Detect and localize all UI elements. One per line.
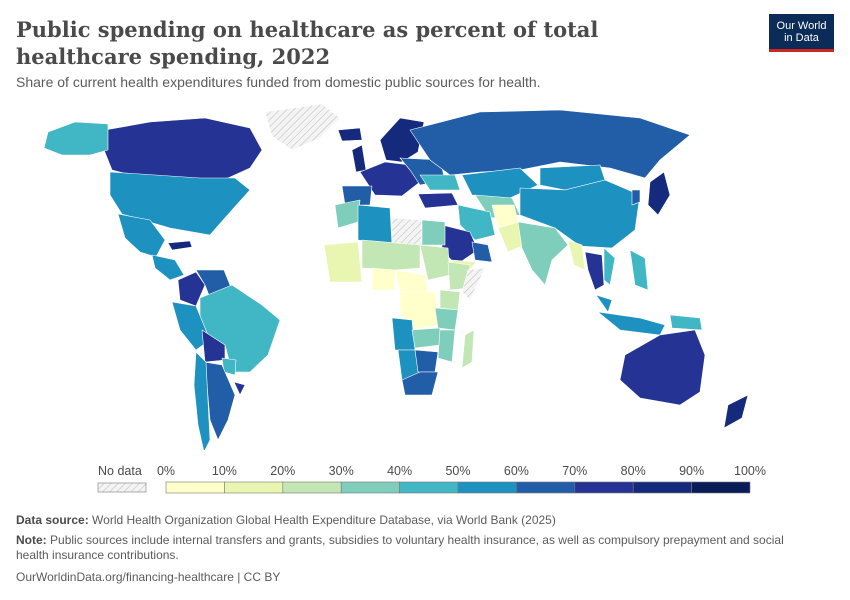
footer-url[interactable]: OurWorldinData.org/financing-healthcare …: [16, 570, 281, 584]
region-papua-new-guinea[interactable]: Papua New Guinea: [669, 314, 703, 331]
region-algeria[interactable]: Algeria: [357, 204, 393, 246]
legend-bin-9[interactable]: [691, 481, 751, 494]
logo-line2: in Data: [784, 31, 819, 44]
legend-bin-0[interactable]: [165, 481, 225, 494]
legend-tick-label: 10%: [212, 464, 237, 478]
region-angola[interactable]: Angola: [391, 317, 416, 351]
region-russia[interactable]: Russia: [409, 109, 691, 179]
region-saudi-arabia[interactable]: Saudi Arabia: [441, 224, 479, 266]
legend-tick-label: 0%: [157, 464, 175, 478]
region-canada[interactable]: Canada: [103, 117, 263, 184]
legend-tick-label: 60%: [504, 464, 529, 478]
region-vietnam[interactable]: Vietnam: [603, 247, 616, 286]
region-australia[interactable]: Australia: [619, 329, 706, 406]
region-japan[interactable]: Japan: [647, 171, 671, 216]
region-tanzania[interactable]: Tanzania: [434, 307, 459, 331]
legend-tick-label: 90%: [679, 464, 704, 478]
legend-tick-label: 80%: [621, 464, 646, 478]
region-turkey[interactable]: Turkey: [417, 192, 459, 209]
chart-title: Public spending on healthcare as percent…: [16, 17, 599, 69]
legend-bin-6[interactable]: [516, 481, 576, 494]
region-alaska[interactable]: Alaska: [43, 121, 109, 156]
region-sahel[interactable]: Sahel: [361, 239, 421, 271]
region-myanmar[interactable]: Myanmar: [567, 239, 586, 271]
region-kenya[interactable]: Kenya: [439, 289, 461, 311]
region-thailand[interactable]: Thailand: [584, 251, 605, 291]
region-greenland[interactable]: Greenland: [264, 103, 341, 151]
region-peru[interactable]: Peru: [171, 301, 211, 351]
region-central-america[interactable]: Central America: [151, 254, 185, 281]
region-india[interactable]: India: [517, 221, 569, 286]
region-botswana[interactable]: Botswana: [414, 349, 439, 373]
region-indonesia[interactable]: Indonesia: [597, 311, 666, 336]
legend-tick-label: 30%: [329, 464, 354, 478]
legend-tick-label: 70%: [562, 464, 587, 478]
legend-bin-2[interactable]: [282, 481, 342, 494]
data-source-label: Data source:: [16, 513, 89, 527]
region-spain[interactable]: Spain: [341, 185, 373, 206]
logo-line1: Our World: [776, 19, 827, 32]
region-iceland[interactable]: Iceland: [337, 127, 363, 142]
region-south-africa[interactable]: South Africa: [401, 371, 439, 396]
legend-tick-label: 100%: [734, 464, 766, 478]
region-central-africa[interactable]: Central Africa: [394, 269, 429, 293]
legend-bin-1[interactable]: [224, 481, 284, 494]
region-korea[interactable]: Korea: [631, 189, 641, 206]
legend-bin-8[interactable]: [632, 481, 692, 494]
region-cuba[interactable]: Cuba: [167, 240, 193, 251]
legend-bin-5[interactable]: [457, 481, 517, 494]
data-source: Data source: World Health Organization G…: [16, 513, 816, 527]
region-madagascar[interactable]: Madagascar: [461, 329, 475, 369]
legend-bin-3[interactable]: [340, 481, 400, 494]
legend-bin-4[interactable]: [399, 481, 459, 494]
legend-bin-7[interactable]: [574, 481, 634, 494]
region-nigeria[interactable]: Nigeria: [371, 267, 396, 291]
region-uruguay[interactable]: Uruguay: [233, 381, 246, 396]
region-egypt[interactable]: Egypt: [421, 219, 446, 246]
region-west-africa[interactable]: West Africa: [323, 241, 363, 283]
region-colombia[interactable]: Colombia: [177, 271, 206, 307]
legend-tick-label: 20%: [270, 464, 295, 478]
region-gulf-states[interactable]: Gulf States: [471, 241, 493, 263]
legend-tick-label: 40%: [387, 464, 412, 478]
region-new-zealand[interactable]: New Zealand: [723, 394, 749, 429]
note-text: Public sources include internal transfer…: [16, 533, 784, 562]
world-map: CanadaAlaskaUnited StatesGreenlandMexico…: [43, 103, 749, 450]
legend: No data 0% 10% 20% 30% 40% 50% 60% 70% 80% 90% 100…: [97, 464, 766, 494]
data-source-text: World Health Organization Global Health …: [92, 513, 556, 527]
legend-no-data-label: No data: [98, 464, 142, 478]
chart-subtitle: Share of current health expenditures fun…: [16, 74, 541, 90]
region-mozambique[interactable]: Mozambique: [437, 329, 456, 363]
region-united-kingdom[interactable]: United Kingdom: [351, 144, 367, 173]
region-philippines[interactable]: Philippines: [629, 249, 649, 291]
region-morocco[interactable]: Morocco: [334, 199, 361, 229]
owid-logo[interactable]: Our World in Data: [769, 14, 834, 52]
note-label: Note:: [16, 533, 47, 547]
legend-tick-label: 50%: [445, 464, 470, 478]
region-ukraine[interactable]: Ukraine: [419, 174, 461, 191]
region-malaysia[interactable]: Malaysia: [595, 294, 613, 313]
legend-no-data-swatch: [97, 482, 147, 493]
region-chile[interactable]: Chile: [193, 351, 211, 450]
region-zambia[interactable]: Zambia: [411, 327, 441, 349]
region-libya[interactable]: Libya: [391, 217, 423, 246]
region-china[interactable]: China: [519, 179, 641, 249]
chart-note: Note: Public sources include internal tr…: [16, 533, 806, 563]
region-somalia[interactable]: Somalia: [461, 267, 486, 301]
